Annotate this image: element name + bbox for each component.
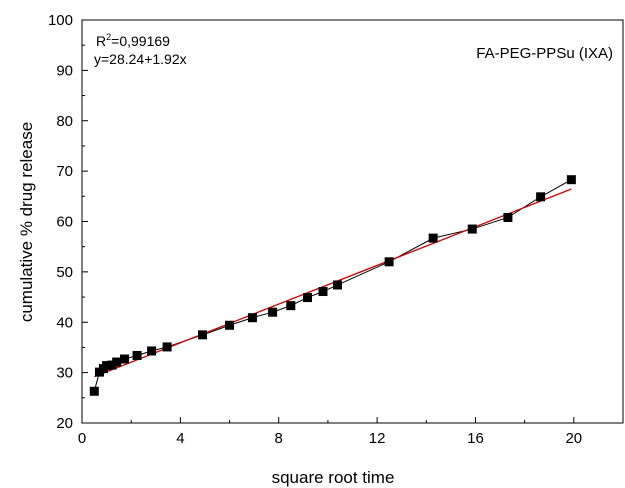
y-axis-title: cumulative % drug release bbox=[17, 122, 36, 322]
y-tick-label: 30 bbox=[56, 365, 73, 382]
data-point bbox=[162, 342, 172, 352]
axis-tick-labels: 0 4 8 12 16 20 20 30 40 50 60 70 80 90 100 bbox=[48, 12, 582, 447]
y-tick-label: 50 bbox=[56, 264, 73, 281]
data-point bbox=[384, 257, 394, 267]
axis-ticks bbox=[81, 19, 575, 424]
x-tick-label: 20 bbox=[565, 430, 582, 447]
data-point bbox=[197, 330, 207, 340]
data-point bbox=[107, 360, 117, 370]
data-point bbox=[89, 386, 99, 396]
y-tick-label: 20 bbox=[56, 415, 73, 432]
data-point bbox=[120, 354, 130, 364]
data-point bbox=[102, 361, 112, 371]
x-axis-title: square root time bbox=[272, 468, 395, 487]
data-point bbox=[286, 301, 296, 311]
y-tick-label: 40 bbox=[56, 314, 73, 331]
data-point bbox=[132, 350, 142, 360]
data-markers bbox=[89, 175, 576, 396]
linear-fit-line bbox=[94, 188, 572, 378]
y-tick-label: 60 bbox=[56, 214, 73, 231]
r-squared-annotation: R2=0,99169 bbox=[96, 32, 170, 49]
y-tick-label: 100 bbox=[48, 12, 73, 29]
data-point bbox=[428, 233, 438, 243]
data-point bbox=[112, 357, 122, 367]
data-point bbox=[247, 313, 257, 323]
data-point bbox=[503, 212, 513, 222]
data-point bbox=[318, 287, 328, 297]
data-point bbox=[566, 175, 576, 185]
x-tick-label: 0 bbox=[78, 430, 86, 447]
x-tick-label: 8 bbox=[275, 430, 283, 447]
equation-annotation: y=28.24+1.92x bbox=[94, 51, 187, 67]
data-point bbox=[268, 307, 278, 317]
data-point bbox=[332, 280, 342, 290]
sample-label: FA-PEG-PPSu (IXA) bbox=[476, 45, 613, 62]
x-tick-label: 12 bbox=[369, 430, 386, 447]
y-tick-label: 70 bbox=[56, 163, 73, 180]
data-point bbox=[467, 224, 477, 234]
data-connecting-line bbox=[93, 179, 572, 392]
data-point bbox=[225, 320, 235, 330]
data-point bbox=[536, 192, 546, 202]
plot-frame bbox=[81, 19, 624, 424]
x-tick-label: 4 bbox=[176, 430, 184, 447]
data-point bbox=[147, 346, 157, 356]
x-tick-label: 16 bbox=[467, 430, 484, 447]
y-tick-label: 90 bbox=[56, 62, 73, 79]
y-tick-label: 80 bbox=[56, 113, 73, 130]
data-point bbox=[302, 293, 312, 303]
